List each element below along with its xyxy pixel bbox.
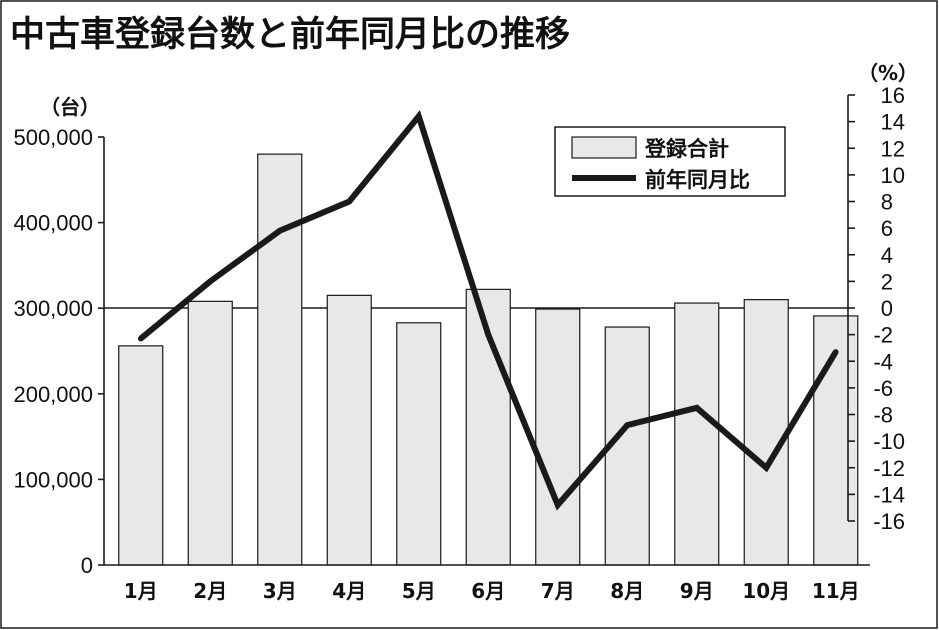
bar-month-1 [118, 345, 164, 566]
bar-month-3 [257, 153, 303, 566]
right-tick-label-10: 10 [881, 163, 905, 188]
yoy-point-month-6 [485, 331, 492, 338]
right-tick-label-neg-12: -12 [873, 456, 905, 481]
right-axis-unit-label: （%） [858, 61, 918, 85]
yoy-point-month-10 [763, 464, 770, 471]
bar-month-7 [535, 308, 581, 566]
line-series-yoy [137, 110, 839, 511]
legend: 登録合計 前年同月比 [554, 126, 786, 197]
legend-label-yoy: 前年同月比 [645, 168, 750, 192]
yoy-point-month-8 [624, 422, 631, 428]
right-tick-label-0: 0 [881, 296, 893, 321]
legend-box [554, 126, 786, 197]
x-tick-label-month-7: 7月 [541, 579, 575, 603]
right-tick-label-2: 2 [881, 269, 893, 294]
right-tick-label-neg-4: -4 [873, 349, 893, 374]
yoy-point-month-7 [554, 502, 561, 508]
x-tick-label-month-8: 8月 [610, 579, 644, 603]
x-tick-label-month-10: 10月 [742, 579, 790, 603]
x-tick-label-month-5: 5月 [402, 579, 436, 603]
right-tick-label-neg-14: -14 [873, 482, 905, 507]
x-tick-label-month-4: 4月 [332, 579, 366, 603]
yoy-point-month-4 [346, 198, 353, 205]
bar-month-2 [187, 300, 233, 566]
x-tick-label-month-1: 1月 [124, 579, 158, 603]
bar-series-registrations [118, 153, 859, 566]
x-tick-label-month-3: 3月 [263, 579, 297, 603]
x-tick-label-month-9: 9月 [680, 579, 714, 603]
legend-label-registrations: 登録合計 [644, 137, 729, 161]
x-tick-label-month-6: 6月 [471, 579, 505, 603]
right-tick-label-16: 16 [881, 83, 905, 108]
yoy-point-month-1 [137, 335, 144, 342]
left-tick-label-200000: 200,000 [13, 382, 93, 407]
yoy-point-month-2 [207, 278, 214, 285]
left-tick-label-400000: 400,000 [13, 211, 93, 236]
right-tick-label-neg-16: -16 [873, 509, 905, 534]
right-tick-label-4: 4 [881, 243, 893, 268]
bar-month-9 [674, 302, 720, 566]
bar-month-5 [396, 322, 442, 566]
axes: 0100,000200,000300,000400,000500,000-16-… [13, 83, 905, 603]
left-axis-unit-label: （台） [40, 95, 100, 119]
legend-swatch-bar [571, 136, 637, 159]
right-tick-label-12: 12 [881, 136, 905, 161]
yoy-point-month-5 [415, 113, 422, 120]
left-tick-label-100000: 100,000 [13, 467, 93, 492]
right-tick-label-14: 14 [881, 110, 905, 135]
right-tick-label-neg-8: -8 [873, 403, 893, 428]
bar-month-10 [743, 299, 789, 566]
right-tick-label-neg-6: -6 [873, 376, 893, 401]
left-tick-label-300000: 300,000 [13, 296, 93, 321]
x-tick-label-month-11: 11月 [812, 579, 860, 603]
x-tick-label-month-2: 2月 [193, 579, 227, 603]
bar-month-4 [326, 294, 372, 566]
left-tick-label-500000: 500,000 [13, 125, 93, 150]
right-tick-label-6: 6 [881, 216, 893, 241]
yoy-point-month-3 [276, 227, 283, 234]
right-tick-label-neg-10: -10 [873, 429, 905, 454]
chart-title: 中古車登録台数と前年同月比の推移 [10, 15, 570, 55]
right-tick-label-8: 8 [881, 190, 893, 215]
yoy-point-month-11 [832, 349, 839, 355]
right-tick-label-neg-2: -2 [873, 323, 893, 348]
left-tick-label-0: 0 [81, 553, 93, 578]
yoy-point-month-9 [693, 405, 700, 411]
